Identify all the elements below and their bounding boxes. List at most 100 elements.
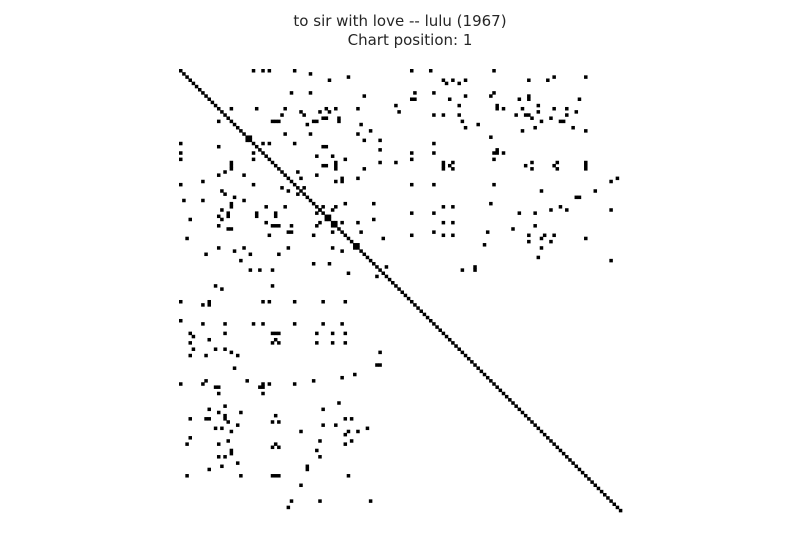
diagonal-cell — [495, 385, 499, 389]
recurrence-cell — [204, 353, 208, 358]
recurrence-cell — [441, 78, 446, 82]
diagonal-cell — [615, 505, 620, 510]
recurrence-cell — [191, 334, 196, 339]
recurrence-cell — [283, 132, 287, 136]
diagonal-cell — [248, 138, 253, 143]
recurrence-cell — [239, 474, 243, 478]
recurrence-cell — [523, 113, 528, 117]
diagonal-cell — [546, 436, 550, 440]
recurrence-cell — [330, 341, 335, 345]
recurrence-cell — [235, 423, 240, 427]
recurrence-cell — [558, 119, 563, 124]
recurrence-cell — [372, 201, 376, 206]
recurrence-cell — [223, 347, 227, 351]
recurrence-cell — [223, 322, 227, 326]
recurrence-cell — [409, 69, 414, 73]
recurrence-cell — [185, 442, 189, 446]
recurrence-cell — [451, 220, 455, 225]
recurrence-cell — [296, 170, 300, 174]
recurrence-cell — [185, 236, 189, 241]
recurrence-cell — [201, 382, 205, 386]
recurrence-cell — [188, 331, 192, 336]
diagonal-cell — [182, 72, 186, 76]
recurrence-cell — [220, 217, 224, 222]
diagonal-cell — [381, 271, 386, 276]
recurrence-cell — [315, 211, 319, 215]
diagonal-cell — [473, 363, 477, 367]
recurrence-cell — [311, 233, 316, 238]
recurrence-cell — [362, 138, 367, 143]
recurrence-cell — [315, 224, 319, 228]
diagonal-cell — [530, 420, 534, 424]
recurrence-cell — [558, 205, 563, 209]
recurrence-cell — [441, 163, 446, 168]
recurrence-cell — [220, 189, 224, 193]
recurrence-cell — [432, 151, 436, 155]
recurrence-cell — [533, 125, 537, 130]
recurrence-cell — [511, 227, 515, 231]
recurrence-cell — [226, 214, 230, 219]
recurrence-cell — [185, 474, 189, 478]
diagonal-cell — [302, 192, 306, 196]
diagonal-cell — [315, 205, 319, 209]
recurrence-cell — [188, 217, 192, 222]
recurrence-cell — [343, 299, 348, 304]
recurrence-cell — [549, 116, 553, 120]
recurrence-cell — [251, 157, 256, 162]
recurrence-cell — [527, 78, 531, 82]
diagonal-cell — [451, 341, 455, 345]
recurrence-cell — [315, 119, 319, 124]
recurrence-cell — [517, 211, 522, 215]
recurrence-cell — [356, 243, 360, 247]
diagonal-cell — [343, 233, 348, 238]
diagonal-cell — [476, 366, 480, 370]
recurrence-cell — [485, 230, 490, 234]
recurrence-cell — [555, 167, 560, 171]
recurrence-cell — [343, 417, 348, 421]
recurrence-cell — [188, 436, 192, 440]
recurrence-cell — [327, 78, 332, 82]
recurrence-cell — [330, 246, 335, 250]
recurrence-cell — [394, 103, 398, 108]
recurrence-cell — [334, 423, 338, 427]
recurrence-cell — [460, 119, 465, 124]
recurrence-cell — [330, 224, 335, 228]
recurrence-cell — [229, 106, 234, 111]
recurrence-cell — [552, 75, 556, 79]
recurrence-cell — [501, 151, 506, 155]
recurrence-cell — [270, 331, 275, 336]
recurrence-cell — [394, 160, 398, 165]
recurrence-cell — [318, 499, 322, 503]
diagonal-cell — [368, 258, 373, 263]
recurrence-cell — [343, 201, 348, 206]
diagonal-cell — [356, 246, 360, 250]
diagonal-cell — [391, 281, 395, 285]
diagonal-cell — [223, 113, 227, 117]
recurrence-cell — [283, 106, 287, 111]
diagonal-cell — [305, 195, 310, 200]
recurrence-cell — [340, 179, 344, 184]
diagonal-cell — [286, 176, 291, 181]
recurrence-cell — [270, 474, 275, 478]
recurrence-cell — [201, 303, 205, 307]
diagonal-cell — [270, 160, 275, 165]
recurrence-cell — [321, 322, 325, 326]
recurrence-cell — [378, 138, 382, 143]
recurrence-cell — [375, 363, 379, 367]
recurrence-cell — [353, 372, 357, 377]
recurrence-cell — [292, 382, 297, 386]
recurrence-cell — [343, 331, 348, 336]
recurrence-cell — [315, 154, 319, 158]
recurrence-cell — [574, 195, 579, 200]
recurrence-cell — [375, 274, 379, 279]
recurrence-cell — [530, 160, 534, 165]
recurrence-cell — [356, 220, 360, 225]
recurrence-cell — [318, 220, 322, 225]
diagonal-cell — [558, 448, 563, 453]
recurrence-cell — [213, 426, 218, 431]
recurrence-cell — [226, 439, 230, 443]
recurrence-cell — [261, 69, 265, 73]
diagonal-cell — [593, 483, 598, 488]
diagonal-cell — [378, 268, 382, 272]
diagonal-cell — [596, 486, 601, 491]
